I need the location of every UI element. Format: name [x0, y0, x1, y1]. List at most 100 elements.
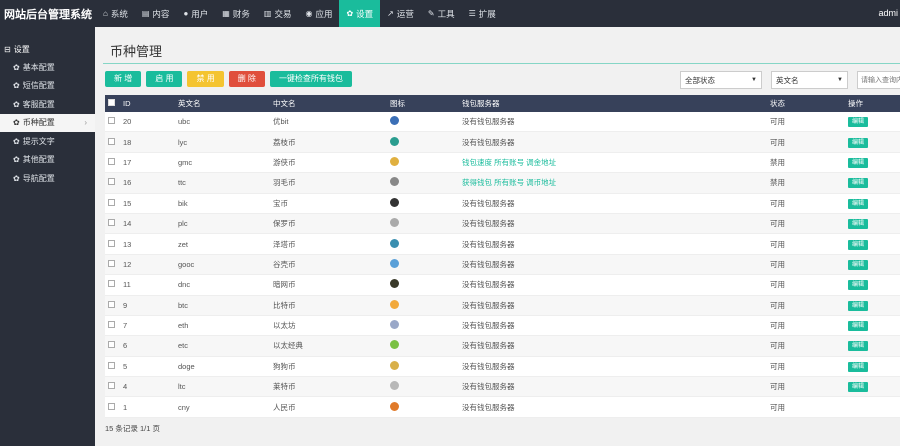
table-row: 9 btc 比特币 没有钱包服务器 可用 编辑	[105, 295, 900, 316]
cell-wallet-server[interactable]: 获得钱包 所有账号 调币地址	[462, 178, 557, 188]
coin-icon	[390, 401, 399, 411]
nav-item-label: 内容	[152, 8, 170, 19]
sidebar-heading[interactable]: ⊟ 设置	[0, 41, 95, 58]
cell-wallet-server: 没有钱包服务器	[462, 198, 515, 208]
finance-icon: ▦	[222, 9, 230, 18]
row-checkbox[interactable]	[108, 402, 115, 410]
row-checkbox[interactable]	[108, 280, 115, 288]
nav-item-label: 用户	[191, 8, 209, 19]
row-checkbox[interactable]	[108, 341, 115, 349]
nav-item-label: 财务	[232, 8, 250, 19]
nav-item-4[interactable]: ▥ 交易	[257, 0, 299, 27]
cell-en: zet	[178, 239, 189, 249]
edit-button[interactable]: 编辑	[848, 341, 869, 352]
col-header-icon: 图标	[390, 99, 405, 108]
nav-item-2[interactable]: ● 用户	[176, 0, 215, 27]
row-checkbox[interactable]	[108, 321, 115, 329]
toolbar: 新 增 启 用 禁 用 删 除 一键检查所有钱包	[105, 71, 352, 87]
col-header-en: 英文名	[178, 99, 201, 108]
chevron-down-icon: ▼	[837, 77, 843, 83]
add-button[interactable]: 新 增	[105, 71, 142, 87]
edit-button[interactable]: 编辑	[848, 178, 869, 189]
table-row: 12 gooc 谷壳币 没有钱包服务器 可用 编辑	[105, 254, 900, 276]
cell-wallet-server: 没有钱包服务器	[462, 382, 515, 392]
row-checkbox[interactable]	[108, 198, 115, 206]
nav-item-3[interactable]: ▦ 财务	[215, 0, 257, 27]
nav-item-label: 设置	[356, 8, 374, 19]
edit-button[interactable]: 编辑	[848, 137, 869, 148]
edit-button[interactable]: 编辑	[848, 361, 869, 372]
edit-button[interactable]: 编辑	[848, 300, 869, 311]
cell-status: 可用	[770, 259, 785, 269]
sidebar-item-1[interactable]: ✿ 短信配置	[0, 77, 95, 96]
search-input[interactable]	[857, 71, 900, 89]
sidebar-item-5[interactable]: ✿ 其他配置	[0, 151, 95, 170]
cell-en: dnc	[178, 280, 191, 290]
globe-icon: ◉	[305, 9, 313, 18]
field-select[interactable]: 英文名 ▼	[771, 71, 848, 89]
cell-en: ltc	[178, 382, 186, 392]
main-content: 币种管理 新 增 启 用 禁 用 删 除 一键检查所有钱包 全部状态 ▼ 英文名…	[95, 27, 900, 446]
status-select[interactable]: 全部状态 ▼	[680, 71, 762, 89]
nav-item-9[interactable]: ☰ 扩展	[462, 0, 503, 27]
cell-status: 可用	[770, 361, 785, 371]
edit-button[interactable]: 编辑	[848, 117, 869, 128]
row-checkbox[interactable]	[108, 259, 115, 267]
user-menu[interactable]: admi	[878, 8, 898, 18]
delete-button[interactable]: 删 除	[228, 71, 265, 87]
gear-icon: ✿	[13, 62, 20, 72]
sidebar-item-0[interactable]: ✿ 基本配置	[0, 58, 95, 77]
edit-button[interactable]: 编辑	[848, 259, 869, 270]
cell-wallet-server: 没有钱包服务器	[462, 280, 515, 290]
gear-icon: ✿	[13, 173, 20, 183]
nav-item-8[interactable]: ✎ 工具	[421, 0, 462, 27]
row-checkbox[interactable]	[108, 219, 115, 227]
nav-item-0[interactable]: ⌂ 系统	[96, 0, 135, 27]
cell-wallet-server: 没有钱包服务器	[462, 239, 515, 249]
wrench-icon: ✎	[427, 9, 435, 18]
nav-item-6[interactable]: ✿ 设置	[339, 0, 381, 27]
nav-item-5[interactable]: ◉ 应用	[298, 0, 339, 27]
cell-cn: 保罗币	[273, 219, 296, 229]
home-icon: ⌂	[103, 9, 108, 18]
edit-button[interactable]: 编辑	[848, 219, 869, 230]
edit-button[interactable]: 编辑	[848, 157, 869, 168]
sidebar-item-3[interactable]: ✿ 币种配置 ›	[0, 113, 95, 132]
nav-item-label: 扩展	[478, 8, 496, 19]
app-title: 网站后台管理系统	[4, 8, 92, 21]
select-all-checkbox[interactable]	[108, 99, 115, 106]
table-row: 20 ubc 优bit 没有钱包服务器 可用 编辑	[105, 112, 900, 133]
cell-wallet-server[interactable]: 钱包速度 所有账号 调金地址	[462, 157, 557, 167]
row-checkbox[interactable]	[108, 157, 115, 165]
nav-item-1[interactable]: ▤ 内容	[135, 0, 177, 27]
row-checkbox[interactable]	[108, 382, 115, 390]
sidebar-item-6[interactable]: ✿ 导航配置	[0, 169, 95, 188]
nav-item-label: 系统	[110, 8, 128, 19]
edit-button[interactable]: 编辑	[848, 239, 869, 250]
enable-button[interactable]: 启 用	[146, 71, 183, 87]
status-select-value: 全部状态	[685, 75, 715, 85]
edit-button[interactable]: 编辑	[848, 382, 869, 393]
cell-id: 9	[123, 300, 128, 310]
nav-item-7[interactable]: ↗ 运营	[380, 0, 421, 27]
edit-button[interactable]: 编辑	[848, 280, 869, 291]
sidebar-heading-label: 设置	[13, 45, 30, 54]
edit-button[interactable]: 编辑	[848, 321, 869, 332]
cell-cn: 泽塔币	[273, 239, 296, 249]
row-checkbox[interactable]	[108, 361, 115, 369]
sidebar-item-2[interactable]: ✿ 客服配置	[0, 95, 95, 114]
row-checkbox[interactable]	[108, 239, 115, 247]
row-checkbox[interactable]	[108, 137, 115, 145]
sidebar-item-label: 基本配置	[22, 62, 55, 72]
row-checkbox[interactable]	[108, 117, 115, 125]
coin-icon	[390, 299, 399, 309]
check-all-wallets-button[interactable]: 一键检查所有钱包	[269, 71, 352, 87]
row-checkbox[interactable]	[108, 178, 115, 186]
sidebar-item-4[interactable]: ✿ 提示文字	[0, 132, 95, 151]
coin-icon	[390, 320, 399, 330]
edit-button[interactable]: 编辑	[848, 198, 869, 209]
table-body: 20 ubc 优bit 没有钱包服务器 可用 编辑 18 lyc 荔枝币 没有钱包服务器 可用 编辑 1…	[105, 112, 900, 418]
row-checkbox[interactable]	[108, 300, 115, 308]
disable-button[interactable]: 禁 用	[187, 71, 224, 87]
cell-wallet-server: 没有钱包服务器	[462, 300, 515, 310]
